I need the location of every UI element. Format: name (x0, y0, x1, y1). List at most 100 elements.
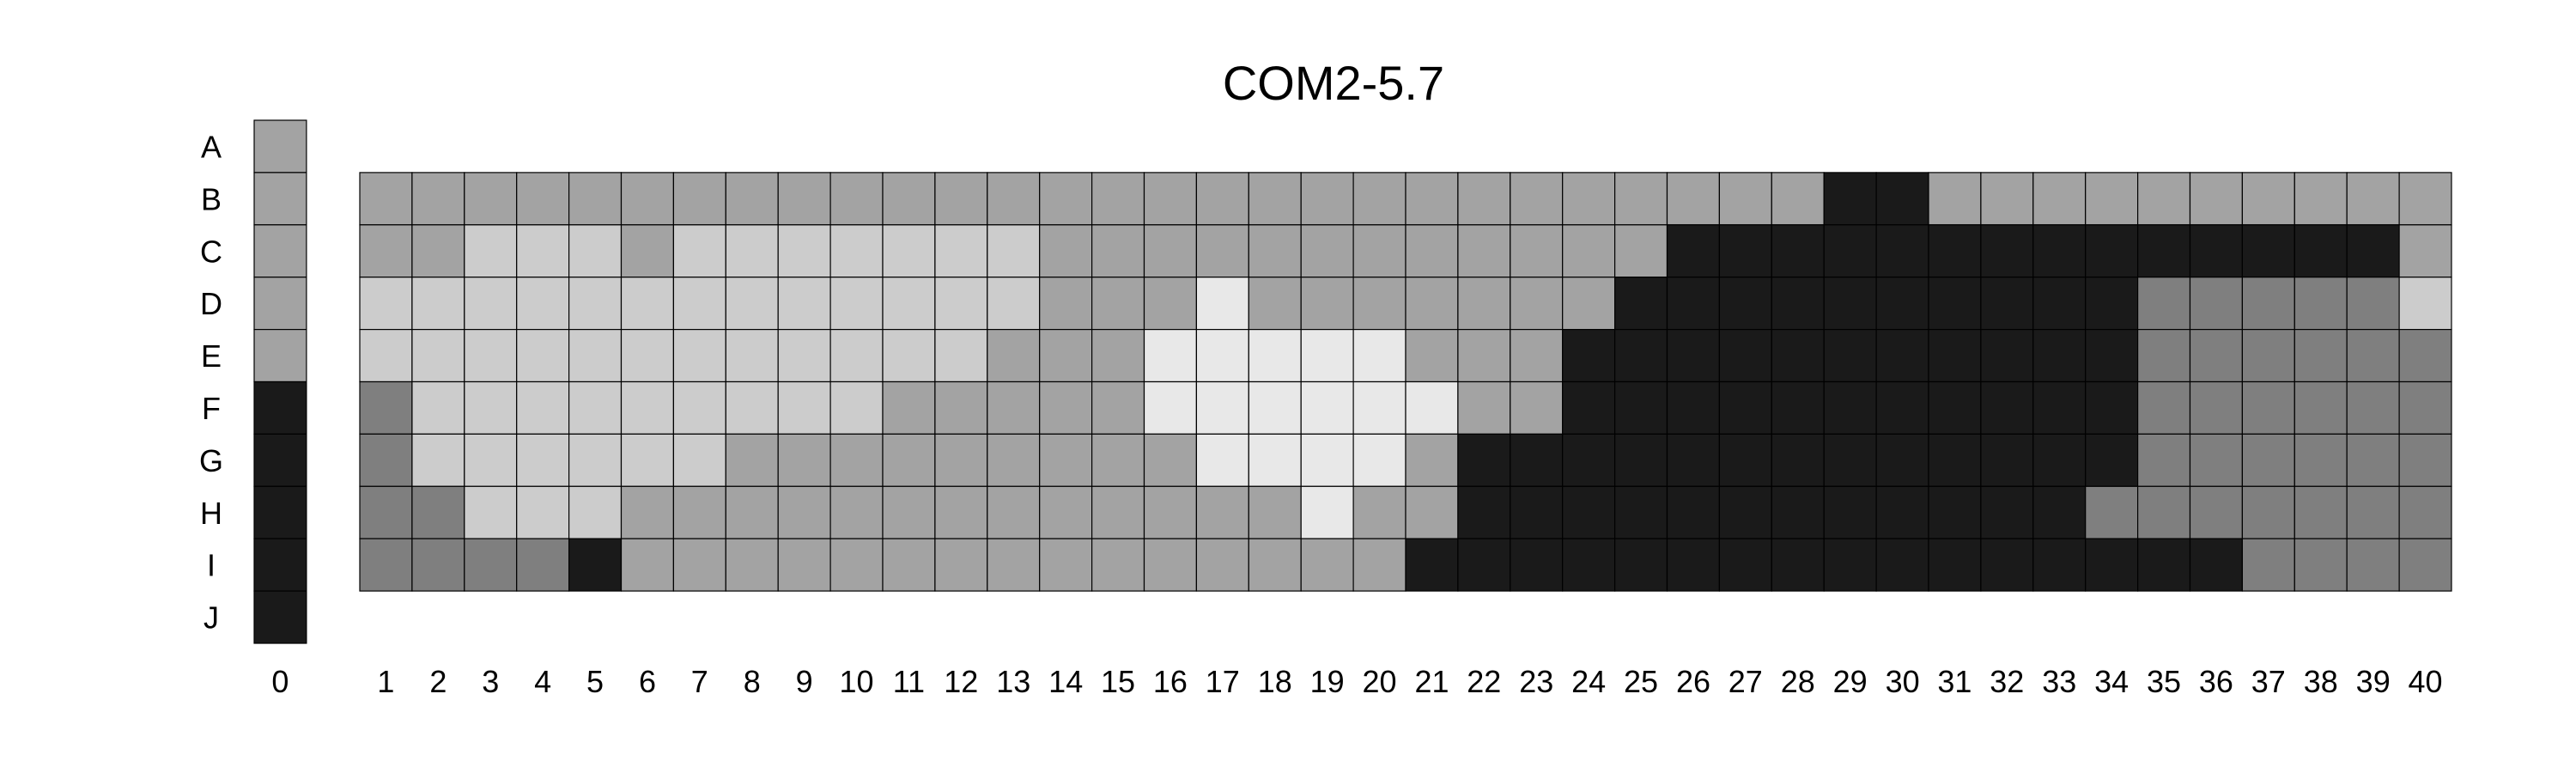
grid-cell-i-5 (568, 538, 623, 592)
grid-cell-c-40 (2398, 224, 2452, 278)
grid-cell-e-2 (411, 329, 465, 383)
grid-cell-b-10 (829, 172, 884, 226)
grid-cell-c-28 (1771, 224, 1825, 278)
grid-cell-b-39 (2346, 172, 2400, 226)
grid-cell-g-25 (1613, 433, 1668, 487)
grid-cell-e-18 (1248, 329, 1302, 383)
grid-cell-d-16 (1143, 277, 1198, 331)
grid-cell-i-30 (1875, 538, 1929, 592)
grid-cell-f-17 (1195, 380, 1249, 435)
col-label-28: 28 (1781, 664, 1815, 699)
grid-cell-f-40 (2398, 380, 2452, 435)
grid-cell-f-33 (2032, 380, 2087, 435)
grid-cell-e-32 (1980, 329, 2034, 383)
key-cell-h (253, 485, 307, 539)
grid-cell-c-23 (1510, 224, 1564, 278)
col-label-31: 31 (1937, 664, 1971, 699)
key-cell-b (253, 172, 307, 226)
grid-cell-e-35 (2137, 329, 2191, 383)
grid-cell-b-12 (934, 172, 988, 226)
grid-cell-c-5 (568, 224, 623, 278)
grid-cell-c-20 (1352, 224, 1406, 278)
grid-cell-g-26 (1666, 433, 1721, 487)
grid-cell-i-25 (1613, 538, 1668, 592)
grid-cell-f-25 (1613, 380, 1668, 435)
grid-cell-i-2 (411, 538, 465, 592)
grid-cell-h-40 (2398, 485, 2452, 539)
col-label-1: 1 (377, 664, 394, 699)
grid-cell-d-14 (1039, 277, 1093, 331)
grid-cell-d-13 (987, 277, 1041, 331)
grid-cell-g-24 (1562, 433, 1616, 487)
grid-cell-h-25 (1613, 485, 1668, 539)
grid-cell-d-21 (1405, 277, 1459, 331)
grid-cell-i-7 (672, 538, 726, 592)
grid-cell-f-22 (1457, 380, 1511, 435)
grid-cell-b-40 (2398, 172, 2452, 226)
grid-cell-c-37 (2241, 224, 2295, 278)
grid-cell-i-6 (620, 538, 675, 592)
grid-cell-c-26 (1666, 224, 1721, 278)
grid-cell-f-7 (672, 380, 726, 435)
grid-cell-g-35 (2137, 433, 2191, 487)
grid-cell-d-3 (464, 277, 518, 331)
grid-cell-g-6 (620, 433, 675, 487)
grid-cell-f-24 (1562, 380, 1616, 435)
row-label-h: H (200, 496, 222, 531)
grid-cell-f-1 (359, 380, 413, 435)
grid-cell-e-21 (1405, 329, 1459, 383)
grid-cell-d-34 (2085, 277, 2139, 331)
grid-cell-h-27 (1718, 485, 1772, 539)
grid-cell-h-8 (725, 485, 779, 539)
grid-cell-b-19 (1300, 172, 1354, 226)
col-label-27: 27 (1728, 664, 1763, 699)
grid-cell-i-11 (882, 538, 936, 592)
grid-cell-g-3 (464, 433, 518, 487)
grid-cell-d-10 (829, 277, 884, 331)
grid-cell-d-40 (2398, 277, 2452, 331)
col-label-15: 15 (1101, 664, 1135, 699)
grid-cell-b-13 (987, 172, 1041, 226)
col-label-32: 32 (1990, 664, 2024, 699)
grid-cell-f-9 (777, 380, 831, 435)
grid-cell-d-9 (777, 277, 831, 331)
grid-cell-g-10 (829, 433, 884, 487)
grid-cell-i-35 (2137, 538, 2191, 592)
grid-cell-b-38 (2293, 172, 2348, 226)
grid-cell-b-31 (1928, 172, 1982, 226)
grid-cell-c-19 (1300, 224, 1354, 278)
grid-cell-g-29 (1823, 433, 1877, 487)
grid-cell-i-17 (1195, 538, 1249, 592)
grid-cell-e-19 (1300, 329, 1354, 383)
key-cell-i (253, 538, 307, 592)
col-label-3: 3 (482, 664, 499, 699)
col-label-29: 29 (1833, 664, 1868, 699)
grid-cell-i-3 (464, 538, 518, 592)
grid-cell-i-34 (2085, 538, 2139, 592)
grid-cell-e-22 (1457, 329, 1511, 383)
grid-cell-f-27 (1718, 380, 1772, 435)
key-cell-g (253, 433, 307, 487)
grid-cell-h-30 (1875, 485, 1929, 539)
grid-cell-f-11 (882, 380, 936, 435)
grid-cell-c-7 (672, 224, 726, 278)
grid-cell-e-40 (2398, 329, 2452, 383)
grid-cell-e-3 (464, 329, 518, 383)
grid-cell-c-25 (1613, 224, 1668, 278)
grid-cell-e-8 (725, 329, 779, 383)
grid-cell-h-26 (1666, 485, 1721, 539)
grid-cell-f-23 (1510, 380, 1564, 435)
grid-cell-i-24 (1562, 538, 1616, 592)
grid-cell-g-31 (1928, 433, 1982, 487)
grid-cell-b-20 (1352, 172, 1406, 226)
grid-cell-g-36 (2189, 433, 2244, 487)
grid-cell-h-12 (934, 485, 988, 539)
grid-cell-f-19 (1300, 380, 1354, 435)
grid-cell-g-7 (672, 433, 726, 487)
grid-cell-d-7 (672, 277, 726, 331)
grid-cell-f-16 (1143, 380, 1198, 435)
col-label-5: 5 (586, 664, 604, 699)
col-label-17: 17 (1206, 664, 1240, 699)
grid-cell-d-31 (1928, 277, 1982, 331)
